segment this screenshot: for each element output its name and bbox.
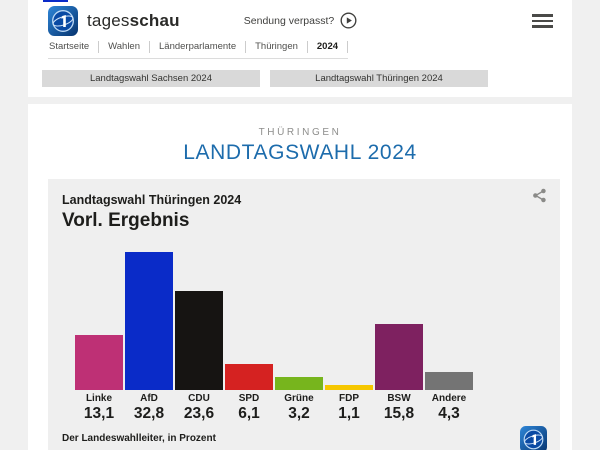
brand-regular: tages: [87, 10, 130, 30]
brand-bold: schau: [129, 10, 180, 30]
breadcrumb-item-thueringen[interactable]: Thüringen: [246, 41, 308, 53]
bar-value-label: 4,3: [438, 405, 460, 422]
tagesschau-logo-icon[interactable]: [48, 5, 78, 36]
site-header: tagesschau Sendung verpasst? Startseite …: [28, 0, 572, 97]
bar-column: FDP 1,1: [325, 252, 373, 423]
breadcrumb-item-wahlen[interactable]: Wahlen: [99, 41, 150, 53]
landtagswahl-sachsen-button[interactable]: Landtagswahl Sachsen 2024: [42, 70, 260, 87]
landtagswahl-thueringen-button[interactable]: Landtagswahl Thüringen 2024: [270, 70, 488, 87]
page-title: LANDTAGSWAHL 2024: [183, 141, 417, 164]
breadcrumb-item-laenderparlamente[interactable]: Länderparlamente: [150, 41, 247, 53]
region-kicker: THÜRINGEN: [258, 127, 342, 138]
bar-column: Andere 4,3: [425, 252, 473, 423]
bar-value-label: 3,2: [288, 405, 310, 422]
brand-wordmark[interactable]: tagesschau: [87, 11, 180, 31]
breadcrumb-item-startseite[interactable]: Startseite: [48, 41, 100, 53]
breadcrumb-item-2024[interactable]: 2024: [308, 41, 349, 53]
bar-value-label: 23,6: [183, 405, 215, 422]
bar-value-label: 32,8: [133, 405, 165, 422]
header-top-row: tagesschau Sendung verpasst?: [28, 0, 572, 36]
bar-value-label: 1,1: [338, 405, 360, 422]
broadcast-group[interactable]: Sendung verpasst?: [244, 12, 357, 29]
bar-column: BSW 15,8: [375, 252, 423, 423]
bar-column: Linke 13,1: [75, 252, 123, 423]
election-nav-row: Landtagswahl Sachsen 2024 Landtagswahl T…: [42, 70, 558, 87]
bar-value-label: 13,1: [83, 405, 115, 422]
chart-source: Der Landeswahlleiter, in Prozent: [62, 433, 216, 444]
brand-group[interactable]: tagesschau: [48, 5, 244, 36]
bar-category-label: CDU: [188, 393, 210, 404]
bar-fdp: [325, 385, 373, 390]
bar-category-label: Andere: [431, 393, 467, 404]
bar-column: Grüne 3,2: [275, 252, 323, 423]
hamburger-menu-icon[interactable]: [532, 13, 554, 28]
bar-column: AfD 32,8: [125, 252, 173, 423]
bar-category-label: Linke: [85, 393, 113, 404]
header-right: [357, 13, 554, 28]
bar-category-label: BSW: [387, 393, 411, 404]
bar-column: SPD 6,1: [225, 252, 273, 423]
bar-value-label: 15,8: [383, 405, 415, 422]
bar-bsw: [375, 323, 423, 390]
tagesschau-watermark-logo: [520, 426, 547, 450]
bar-linke: [75, 334, 123, 390]
breadcrumb: Startseite Wahlen Länderparlamente Thüri…: [48, 41, 349, 59]
bar-afd: [125, 252, 173, 390]
chart-subtitle: Vorl. Ergebnis: [62, 210, 190, 231]
bar-value-label: 6,1: [238, 405, 260, 422]
logo-accent-bar: [43, 0, 68, 2]
chart-title: Landtagswahl Thüringen 2024: [62, 193, 242, 207]
bar-grne: [275, 376, 323, 390]
bar-category-label: AfD: [140, 393, 158, 404]
share-icon[interactable]: [532, 188, 547, 203]
bars-row: Linke 13,1 AfD 32,8 CDU 23,6 SPD 6,1 Grüne 3,2 FDP…: [75, 252, 546, 423]
play-icon[interactable]: [340, 12, 357, 29]
bar-spd: [225, 364, 273, 390]
bar-category-label: SPD: [238, 393, 260, 404]
bar-cdu: [175, 290, 223, 390]
bar-column: CDU 23,6: [175, 252, 223, 423]
bar-category-label: FDP: [339, 393, 359, 404]
result-chart-card: Landtagswahl Thüringen 2024 Vorl. Ergebn…: [48, 179, 560, 450]
content-column: tagesschau Sendung verpasst? Startseite …: [28, 0, 572, 450]
main-content: THÜRINGEN LANDTAGSWAHL 2024 Landtagswahl…: [28, 104, 572, 450]
bar-category-label: Grüne: [284, 393, 314, 404]
broadcast-link-label[interactable]: Sendung verpasst?: [243, 14, 335, 27]
bar-andere: [425, 371, 473, 390]
